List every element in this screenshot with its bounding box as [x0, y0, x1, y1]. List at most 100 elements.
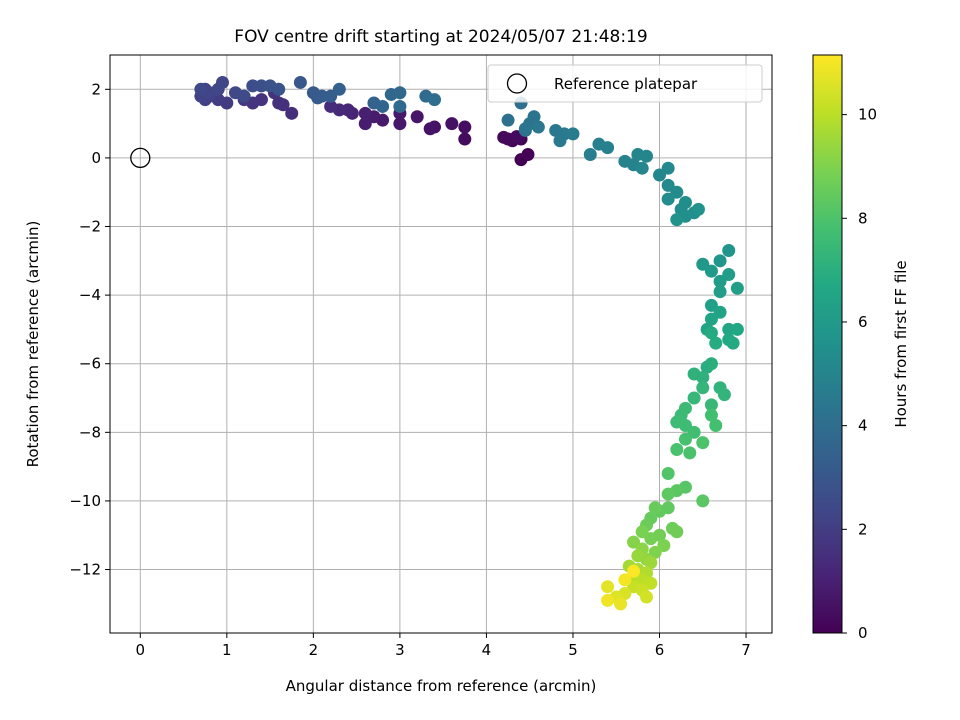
data-point — [237, 89, 251, 103]
data-point — [704, 264, 718, 278]
y-axis-label: Rotation from reference (arcmin) — [24, 221, 42, 468]
reference-point-marker — [130, 147, 151, 169]
legend-entry-label: Reference platepar — [554, 75, 698, 93]
data-point — [635, 161, 649, 175]
data-point — [393, 86, 407, 100]
data-point — [661, 161, 675, 175]
data-point — [730, 281, 744, 295]
data-point — [661, 192, 675, 206]
data-point — [332, 82, 346, 96]
y-tick-label: −8 — [79, 423, 101, 441]
data-point — [696, 381, 710, 395]
data-point — [691, 202, 705, 216]
data-point — [618, 573, 632, 587]
data-point — [445, 117, 459, 131]
data-point — [704, 357, 718, 371]
y-tick-label: −2 — [79, 218, 101, 236]
data-point — [531, 120, 545, 134]
data-point — [644, 556, 658, 570]
data-point — [722, 268, 736, 282]
data-point — [687, 367, 701, 381]
legend-marker — [506, 73, 528, 94]
x-tick-label: 7 — [741, 641, 751, 659]
y-tick-label: −6 — [79, 355, 101, 373]
data-point — [678, 196, 692, 210]
x-tick-label: 3 — [395, 641, 405, 659]
x-tick-label: 6 — [655, 641, 665, 659]
data-point — [670, 213, 684, 227]
data-point — [410, 110, 424, 124]
data-point — [661, 487, 675, 501]
colorbar-ticks: 0 2 4 6 8 10 — [842, 106, 877, 642]
data-point — [648, 501, 662, 515]
x-axis-label: Angular distance from reference (arcmin) — [286, 677, 597, 695]
colorbar-tick-label: 8 — [858, 209, 868, 227]
y-tick-label: 2 — [91, 80, 101, 98]
plot-frame — [109, 54, 773, 634]
colorbar-tick-label: 4 — [858, 417, 868, 435]
data-point — [458, 132, 472, 146]
data-point — [696, 436, 710, 450]
data-point — [428, 93, 442, 107]
data-point — [215, 75, 229, 89]
reference-marker — [130, 147, 151, 169]
legend-box — [487, 64, 763, 103]
data-point — [601, 141, 615, 155]
data-point — [393, 99, 407, 113]
data-point — [683, 446, 697, 460]
data-point — [293, 75, 307, 89]
data-point — [583, 147, 597, 161]
colorbar-gradient — [812, 54, 843, 634]
x-tick-label: 2 — [309, 641, 319, 659]
data-point — [640, 149, 654, 163]
colorbar-tick-label: 2 — [858, 520, 868, 538]
data-point — [501, 113, 515, 127]
data-point — [527, 110, 541, 124]
data-point — [722, 244, 736, 258]
data-point — [726, 336, 740, 350]
data-points — [194, 75, 744, 611]
data-point — [631, 549, 645, 563]
colorbar: 0 2 4 6 8 10 Hours from first FF file — [812, 54, 910, 642]
colorbar-tick-label: 10 — [858, 106, 877, 124]
data-point — [709, 418, 723, 432]
y-tick-label: −12 — [69, 561, 101, 579]
x-tick-label: 1 — [222, 641, 232, 659]
data-point — [713, 254, 727, 268]
colorbar-tick-label: 6 — [858, 313, 868, 331]
data-point — [713, 285, 727, 299]
data-point — [521, 147, 535, 161]
data-point — [696, 494, 710, 508]
colorbar-label: Hours from first FF file — [892, 260, 910, 427]
data-point — [601, 593, 615, 607]
data-point — [601, 580, 615, 594]
data-point — [704, 408, 718, 422]
data-point — [704, 398, 718, 412]
data-point — [614, 597, 628, 611]
data-point — [518, 122, 532, 136]
data-point — [423, 122, 437, 136]
data-point — [678, 432, 692, 446]
data-point — [704, 312, 718, 326]
data-point — [285, 106, 299, 120]
data-point — [661, 466, 675, 480]
y-tick-label: −4 — [79, 286, 101, 304]
data-point — [717, 388, 731, 402]
data-point — [687, 391, 701, 405]
x-tick-label: 0 — [136, 641, 146, 659]
y-tick-label: 0 — [91, 149, 101, 167]
data-point — [458, 120, 472, 134]
data-point — [376, 99, 390, 113]
data-point — [358, 117, 372, 131]
data-point — [553, 134, 567, 148]
data-point — [194, 82, 208, 96]
data-point — [670, 525, 684, 539]
data-point — [635, 525, 649, 539]
data-point — [704, 326, 718, 340]
data-point — [730, 322, 744, 336]
y-tick-label: −10 — [69, 492, 101, 510]
x-tick-label: 4 — [482, 641, 492, 659]
data-point — [272, 96, 286, 110]
legend: Reference platepar — [487, 64, 763, 103]
